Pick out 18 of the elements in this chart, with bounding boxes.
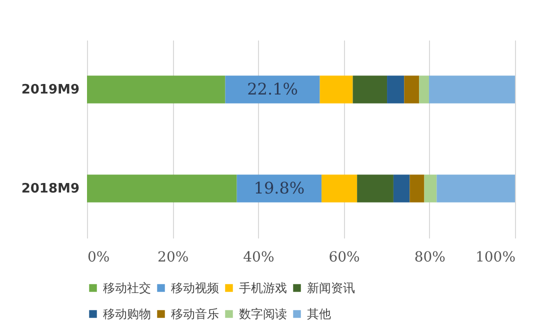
legend-label: 其他	[307, 307, 331, 321]
y-tick-label: 2019M9	[21, 82, 80, 98]
y-tick-label: 2018M9	[21, 182, 80, 196]
data-label: 22.1%	[247, 80, 298, 98]
x-tick-label: 0%	[88, 250, 110, 266]
legend-label: 移动购物	[103, 307, 151, 321]
legend-label: 手机游戏	[239, 281, 287, 295]
x-tick-label: 100%	[475, 250, 516, 266]
x-tick-label: 40%	[243, 250, 274, 266]
x-tick-label: 60%	[328, 250, 360, 266]
x-tick-label: 20%	[158, 250, 189, 266]
legend-label: 移动社交	[103, 281, 151, 295]
legend-label: 移动视频	[171, 281, 219, 295]
legend-label: 数字阅读	[239, 307, 287, 321]
legend-label: 移动音乐	[171, 307, 219, 321]
data-label: 19.8%	[254, 178, 305, 198]
legend-label: 新闻资讯	[307, 281, 355, 295]
x-tick-label: 80%	[414, 250, 446, 266]
